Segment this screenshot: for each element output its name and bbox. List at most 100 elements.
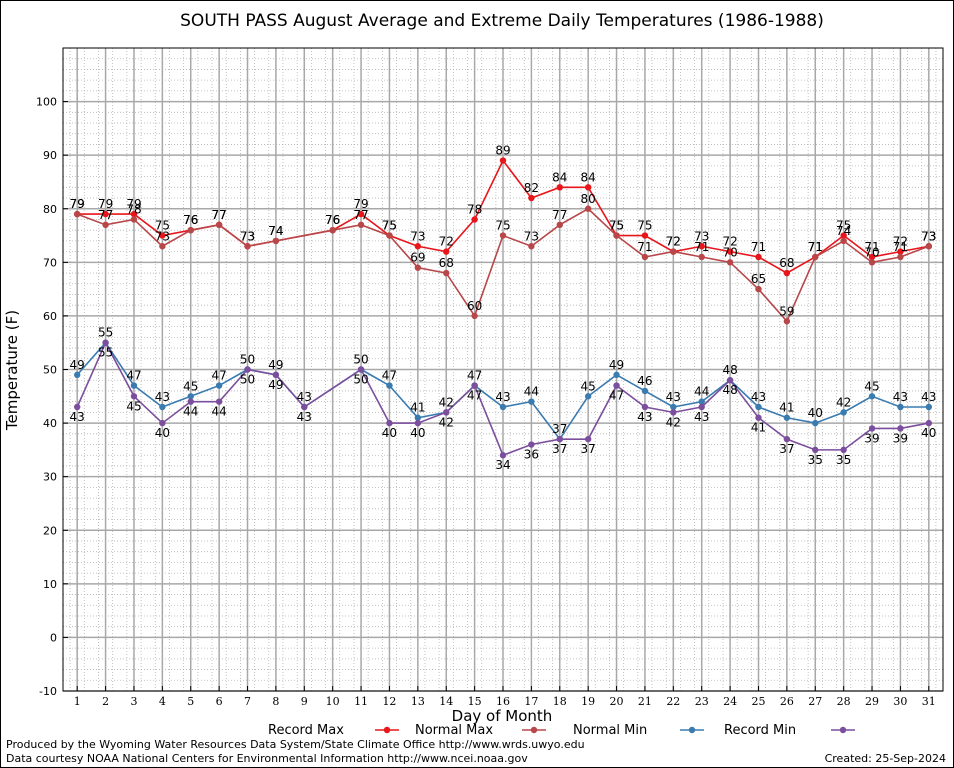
data-label: 43 [297,390,312,404]
data-point [443,269,450,277]
credit-line-2: Data courtesy NOAA National Centers for … [6,752,528,765]
data-point [130,216,138,223]
x-tick-label: 10 [326,695,340,708]
data-point [868,253,876,261]
y-axis-label: Temperature (F) [3,310,21,431]
data-label: 41 [751,421,766,435]
x-tick-label: 17 [524,695,538,708]
y-tick-label: 80 [43,203,57,216]
x-tick-label: 1 [74,695,81,708]
data-point [499,452,507,459]
data-point [272,371,280,379]
data-point [840,237,847,245]
data-label: 46 [637,374,652,388]
data-label: 43 [694,410,709,424]
data-label: 50 [353,373,368,387]
chart-title: SOUTH PASS August Average and Extreme Da… [180,11,824,31]
data-label: 39 [864,431,879,445]
data-label: 34 [495,458,510,472]
data-label: 76 [325,213,340,227]
data-label: 70 [864,245,879,259]
x-tick-label: 4 [159,695,166,708]
data-point [272,237,280,245]
legend-label: Record Max [268,723,344,738]
x-tick-label: 28 [837,695,851,708]
data-label: 43 [637,410,652,424]
data-point [499,232,507,239]
data-label: 75 [637,219,652,233]
data-point [840,409,847,416]
x-tick-label: 27 [808,695,822,708]
data-point [925,243,933,250]
data-label: 75 [609,219,624,233]
data-label: 75 [609,219,624,233]
data-point [783,435,791,443]
data-label: 75 [382,219,397,233]
series-normal-max [73,205,933,325]
data-label: 36 [524,448,539,462]
data-point [130,393,138,400]
data-label: 74 [268,224,283,238]
data-label: 77 [211,208,226,222]
data-label: 75 [155,219,170,233]
data-point [726,377,734,384]
x-tick-label: 12 [382,695,396,708]
data-point [528,398,535,405]
data-label: 50 [353,353,368,367]
data-label: 79 [98,197,113,211]
data-point [783,414,791,421]
data-label: 68 [779,256,794,270]
x-tick-label: 23 [695,695,709,708]
data-label: 50 [240,353,255,367]
data-label: 42 [439,415,454,429]
data-point [755,253,762,261]
x-tick-label: 26 [780,695,794,708]
data-point [641,403,649,411]
data-point [471,216,478,223]
legend-marker [530,726,538,734]
data-point [329,226,336,234]
data-label: 41 [410,401,425,415]
data-point [73,403,81,411]
data-point [613,232,620,239]
data-label: 79 [353,197,368,211]
data-point [159,419,166,427]
data-label: 74 [836,224,851,238]
legend-marker [383,726,391,734]
y-tick-label: 50 [43,364,57,377]
data-label: 73 [240,229,255,243]
data-label: 47 [467,369,482,383]
x-tick-label: 19 [581,695,595,708]
data-point [925,419,933,427]
x-tick-label: 9 [301,695,308,708]
data-label: 71 [694,240,709,254]
data-point [414,419,422,427]
data-label: 77 [98,208,113,222]
data-label: 73 [921,229,936,243]
data-label: 49 [268,378,283,392]
x-tick-label: 25 [751,695,765,708]
y-tick-label: 60 [43,310,57,323]
data-label: 47 [382,369,397,383]
data-point [755,414,762,421]
data-point [187,398,194,405]
series-layer [73,157,933,459]
legend-item: Record Min [724,723,855,738]
x-tick-label: 18 [553,695,567,708]
data-point [868,259,876,266]
data-point [102,210,109,218]
data-point [528,194,535,202]
data-label: 71 [864,240,879,254]
data-point [641,253,649,261]
data-label: 45 [581,379,596,393]
data-label: 77 [552,208,567,222]
x-tick-label: 20 [610,695,624,708]
data-point [471,312,478,320]
data-point [698,403,705,411]
data-label: 42 [836,395,851,409]
data-point [386,419,393,427]
data-point [215,221,223,229]
